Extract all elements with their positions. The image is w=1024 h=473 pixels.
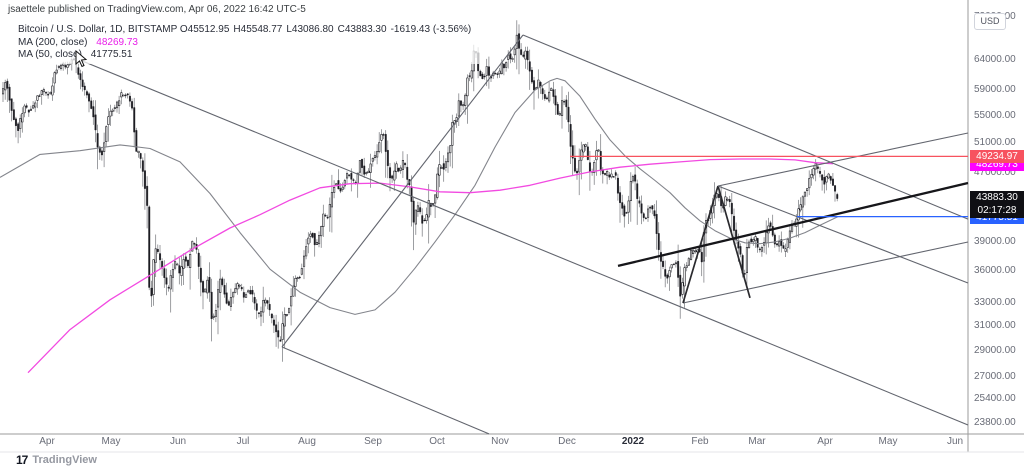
time-tick-label: Nov: [491, 436, 509, 447]
last-price-axis-label: 43883.30 02:17:28: [970, 190, 1024, 218]
time-tick-label: Dec: [558, 436, 576, 447]
descending-line-apr21-high: [74, 57, 969, 426]
price-tick-label: 47000.00: [974, 167, 1016, 179]
ma200-value: 48269.73: [96, 36, 138, 48]
price-tick-label: 59000.00: [974, 84, 1016, 96]
time-tick-label: Apr: [39, 436, 55, 447]
mouse-cursor-icon: [75, 50, 88, 68]
time-tick-label: Feb: [691, 436, 709, 447]
price-tick-label: 23800.00: [974, 417, 1016, 428]
ma50-row[interactable]: MA (50, close) 41775.51: [18, 49, 475, 62]
thick-support-line: [617, 181, 969, 268]
currency-unit-button[interactable]: USD: [974, 13, 1006, 30]
open-value: O45512.95: [179, 24, 230, 35]
time-tick-label: Jun: [169, 436, 187, 447]
time-tick-label: Aug: [298, 436, 316, 447]
ma50-label: MA (50, close): [18, 49, 82, 60]
tradingview-logo-icon: 17: [16, 453, 28, 467]
low-value: L43086.80: [286, 24, 334, 35]
rising-channel-bottom: [682, 241, 969, 304]
price-tick-label: 33000.00: [974, 297, 1016, 309]
down-candles: [6, 33, 839, 342]
ma200-label: MA (200, close): [18, 36, 88, 48]
time-tick-label: Sep: [364, 436, 382, 447]
descending-line-jul21-low: [281, 346, 490, 435]
time-tick-label: May: [878, 436, 898, 447]
price-tick-label: 27000.00: [974, 370, 1016, 382]
last-price-value: 43883.30: [976, 191, 1018, 203]
a-pattern-left-leg: [682, 185, 719, 304]
price-tick-label: 64000.00: [974, 54, 1016, 66]
price-tick-label: 36000.00: [974, 265, 1016, 277]
tradingview-logo[interactable]: 17 TradingView: [16, 453, 97, 467]
bar-countdown: 02:17:28: [977, 205, 1017, 217]
change-value: -1619.43 (-3.56%): [390, 24, 472, 35]
fan-line-from-feb-high: [717, 185, 969, 284]
time-tick-label: May: [101, 436, 121, 447]
ascending-line-jul21-low-to-nov21-high: [281, 34, 524, 348]
time-tick-label: 2022: [621, 436, 645, 447]
time-tick-label: Mar: [748, 436, 766, 447]
ma200-row[interactable]: MA (200, close) 48269.73: [18, 37, 475, 50]
byline: jsaettele published on TradingView.com, …: [8, 4, 306, 15]
a-pattern-right-leg: [717, 185, 751, 299]
descending-line-nov21-high: [522, 34, 969, 220]
tradingview-logo-text: TradingView: [32, 454, 97, 466]
price-tick-label: 51000.00: [974, 137, 1016, 149]
chart-legend[interactable]: Bitcoin / U.S. Dollar, 1D, BITSTAMP O455…: [14, 22, 480, 64]
resistance-axis-label: 49234.97: [970, 149, 1024, 163]
price-tick-label: 29000.00: [974, 344, 1016, 356]
high-value: H45548.77: [233, 24, 283, 35]
candle-wicks: [2, 20, 838, 362]
price-tick-label: 25400.00: [974, 393, 1016, 405]
time-tick-label: Jul: [236, 436, 250, 447]
time-tick-label: Apr: [817, 436, 833, 447]
price-tick-label: 55000.00: [974, 109, 1016, 121]
symbol-row[interactable]: Bitcoin / U.S. Dollar, 1D, BITSTAMP O455…: [18, 24, 475, 37]
close-value: C43883.30: [337, 24, 387, 35]
price-tick-label: 31000.00: [974, 320, 1016, 332]
time-axis[interactable]: Apr May Jun Jul Aug Sep Oct Nov Dec 2022 Feb Mar Apr…: [0, 436, 968, 452]
symbol-title[interactable]: Bitcoin / U.S. Dollar, 1D, BITSTAMP: [18, 24, 178, 35]
ma50-value: 41775.51: [90, 49, 133, 60]
rising-channel-top: [717, 132, 969, 187]
price-tick-label: 39000.00: [974, 235, 1016, 247]
time-tick-label: Oct: [429, 436, 445, 447]
up-candles: [1, 34, 830, 340]
ohlc-values: O45512.95 H45548.77 L43086.80 C43883.30 -161…: [180, 24, 475, 35]
time-tick-label: Jun: [946, 436, 964, 447]
ma200-line: [27, 158, 834, 374]
